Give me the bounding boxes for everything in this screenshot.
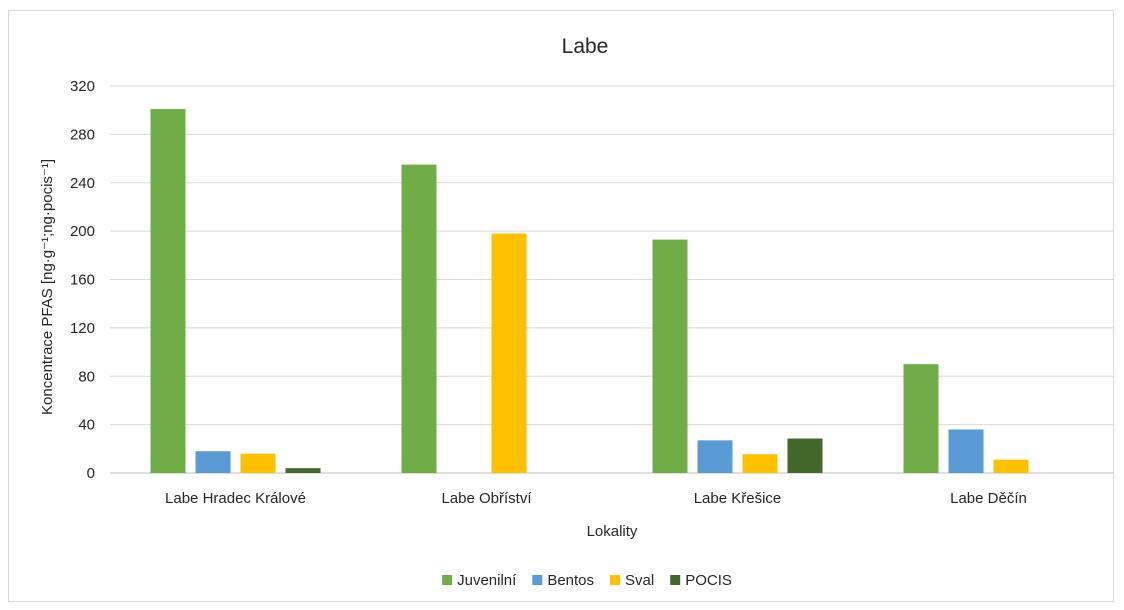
y-tick-label: 240 (70, 175, 95, 192)
y-axis-ticks: 0 40 80 120 160 200 240 280 320 (70, 78, 95, 482)
legend-label: Bentos (547, 572, 594, 589)
y-tick-label: 200 (70, 223, 95, 240)
bar-pocis-2 (787, 438, 823, 473)
legend-item-sval[interactable]: Sval (610, 572, 654, 589)
chart-title: Labe (562, 35, 609, 58)
legend-swatch (532, 575, 543, 585)
bar-juvenilní-1 (401, 164, 437, 473)
bar-bentos-3 (948, 429, 984, 473)
y-tick-label: 80 (78, 368, 95, 385)
legend-swatch (610, 575, 621, 585)
bar-juvenilní-3 (903, 364, 939, 473)
bar-sval-1 (491, 233, 527, 473)
chart-frame (8, 10, 1114, 602)
bar-pocis-0 (285, 468, 321, 473)
bar-bentos-0 (195, 451, 231, 473)
x-tick-label: Labe Křešice (694, 490, 782, 507)
x-tick-label: Labe Obříství (441, 490, 532, 507)
bar-sval-2 (742, 454, 778, 473)
legend-label: POCIS (685, 572, 732, 589)
legend-label: Sval (625, 572, 654, 589)
bars (150, 108, 1029, 474)
bar-sval-3 (993, 459, 1029, 473)
grid-lines (110, 85, 1114, 474)
y-tick-label: 280 (70, 126, 95, 143)
x-axis-title: Lokality (587, 523, 638, 540)
legend-swatch (442, 575, 453, 585)
x-tick-label: Labe Děčín (950, 490, 1027, 507)
legend-item-pocis[interactable]: POCIS (670, 572, 732, 589)
bar-juvenilní-2 (652, 239, 688, 473)
y-tick-label: 160 (70, 272, 95, 289)
legend-item-juvenilní[interactable]: Juvenilní (442, 572, 517, 589)
legend-item-bentos[interactable]: Bentos (532, 572, 594, 589)
bar-sval-0 (240, 453, 276, 473)
x-tick-label: Labe Hradec Králové (165, 490, 306, 507)
legend-swatch (670, 575, 681, 585)
y-tick-label: 40 (78, 417, 95, 434)
bar-juvenilní-0 (150, 108, 186, 474)
y-axis-title: Koncentrace PFAS [ng·g⁻¹;ng·pocis⁻¹] (39, 159, 56, 415)
bar-bentos-2 (697, 440, 733, 473)
y-tick-label: 120 (70, 320, 95, 337)
legend: Juvenilní Bentos Sval POCIS (442, 572, 732, 589)
y-tick-label: 0 (87, 465, 95, 482)
y-tick-label: 320 (70, 78, 95, 95)
x-axis-ticks: Labe Hradec Králové Labe Obříství Labe Kře… (165, 490, 1027, 507)
legend-label: Juvenilní (457, 572, 517, 589)
